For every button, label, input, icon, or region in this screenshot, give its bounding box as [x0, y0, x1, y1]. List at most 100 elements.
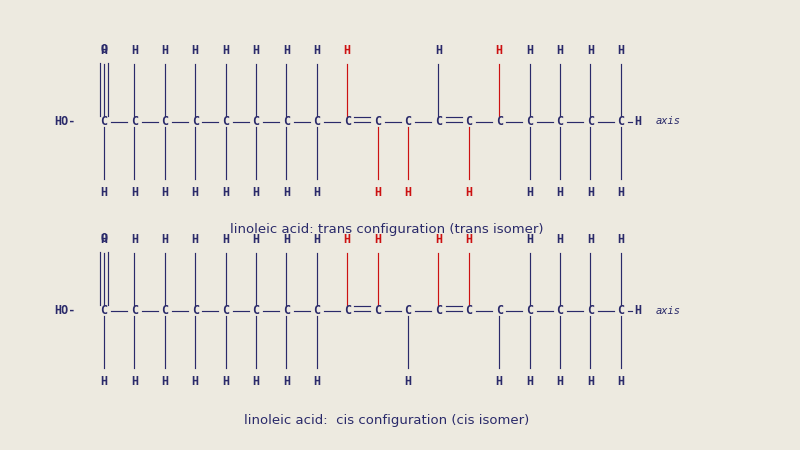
Text: C: C: [192, 304, 198, 317]
Text: H: H: [374, 233, 381, 246]
Text: H: H: [634, 115, 642, 128]
Text: C: C: [344, 304, 350, 317]
Text: H: H: [131, 44, 138, 57]
Text: H: H: [222, 44, 229, 57]
Text: H: H: [526, 44, 533, 57]
Text: C: C: [526, 115, 533, 128]
Text: H: H: [162, 233, 168, 246]
Text: H: H: [192, 375, 198, 388]
Text: C: C: [131, 304, 138, 317]
Text: C: C: [222, 304, 229, 317]
Text: C: C: [101, 304, 107, 317]
Text: H: H: [526, 233, 533, 246]
Text: H: H: [283, 186, 290, 199]
Text: C: C: [405, 115, 411, 128]
Text: C: C: [344, 115, 350, 128]
Text: C: C: [374, 115, 381, 128]
Text: O: O: [101, 232, 107, 245]
Text: C: C: [587, 115, 594, 128]
Text: axis: axis: [655, 117, 680, 126]
Text: HO-: HO-: [54, 115, 76, 128]
Text: H: H: [557, 233, 563, 246]
Text: H: H: [618, 186, 624, 199]
Text: H: H: [222, 375, 229, 388]
Text: H: H: [162, 375, 168, 388]
Text: H: H: [526, 375, 533, 388]
Text: C: C: [557, 304, 563, 317]
Text: H: H: [101, 186, 107, 199]
Text: C: C: [466, 115, 472, 128]
Text: H: H: [101, 44, 107, 57]
Text: H: H: [587, 44, 594, 57]
Text: H: H: [496, 375, 502, 388]
Text: C: C: [253, 304, 259, 317]
Text: C: C: [222, 115, 229, 128]
Text: H: H: [283, 233, 290, 246]
Text: C: C: [587, 304, 594, 317]
Text: H: H: [131, 375, 138, 388]
Text: H: H: [526, 186, 533, 199]
Text: C: C: [283, 115, 290, 128]
Text: HO-: HO-: [54, 304, 76, 317]
Text: linoleic acid: trans configuration (trans isomer): linoleic acid: trans configuration (tran…: [230, 223, 543, 236]
Text: H: H: [618, 233, 624, 246]
Text: H: H: [587, 233, 594, 246]
Text: H: H: [222, 186, 229, 199]
Text: axis: axis: [655, 306, 680, 315]
Text: H: H: [283, 44, 290, 57]
Text: C: C: [162, 115, 168, 128]
Text: C: C: [496, 115, 502, 128]
Text: H: H: [192, 44, 198, 57]
Text: H: H: [192, 186, 198, 199]
Text: H: H: [314, 186, 320, 199]
Text: C: C: [131, 115, 138, 128]
Text: C: C: [618, 304, 624, 317]
Text: H: H: [618, 44, 624, 57]
Text: H: H: [253, 233, 259, 246]
Text: H: H: [192, 233, 198, 246]
Text: H: H: [557, 375, 563, 388]
Text: H: H: [374, 186, 381, 199]
Text: C: C: [162, 304, 168, 317]
Text: H: H: [314, 44, 320, 57]
Text: H: H: [344, 44, 350, 57]
Text: H: H: [253, 375, 259, 388]
Text: H: H: [162, 44, 168, 57]
Text: C: C: [283, 304, 290, 317]
Text: C: C: [405, 304, 411, 317]
Text: O: O: [101, 43, 107, 56]
Text: H: H: [496, 44, 502, 57]
Text: C: C: [618, 115, 624, 128]
Text: H: H: [344, 233, 350, 246]
Text: H: H: [557, 186, 563, 199]
Text: H: H: [131, 233, 138, 246]
Text: H: H: [131, 186, 138, 199]
Text: H: H: [162, 186, 168, 199]
Text: C: C: [435, 115, 442, 128]
Text: H: H: [466, 186, 472, 199]
Text: H: H: [405, 186, 411, 199]
Text: H: H: [587, 186, 594, 199]
Text: H: H: [405, 375, 411, 388]
Text: H: H: [466, 233, 472, 246]
Text: H: H: [587, 375, 594, 388]
Text: C: C: [496, 304, 502, 317]
Text: H: H: [283, 375, 290, 388]
Text: H: H: [314, 233, 320, 246]
Text: C: C: [526, 304, 533, 317]
Text: linoleic acid:  cis configuration (cis isomer): linoleic acid: cis configuration (cis is…: [244, 414, 529, 427]
Text: H: H: [101, 375, 107, 388]
Text: H: H: [253, 44, 259, 57]
Text: H: H: [557, 44, 563, 57]
Text: H: H: [314, 375, 320, 388]
Text: H: H: [435, 233, 442, 246]
Text: C: C: [314, 304, 320, 317]
Text: C: C: [253, 115, 259, 128]
Text: C: C: [101, 115, 107, 128]
Text: H: H: [618, 375, 624, 388]
Text: H: H: [222, 233, 229, 246]
Text: H: H: [634, 304, 642, 317]
Text: H: H: [253, 186, 259, 199]
Text: C: C: [374, 304, 381, 317]
Text: H: H: [101, 233, 107, 246]
